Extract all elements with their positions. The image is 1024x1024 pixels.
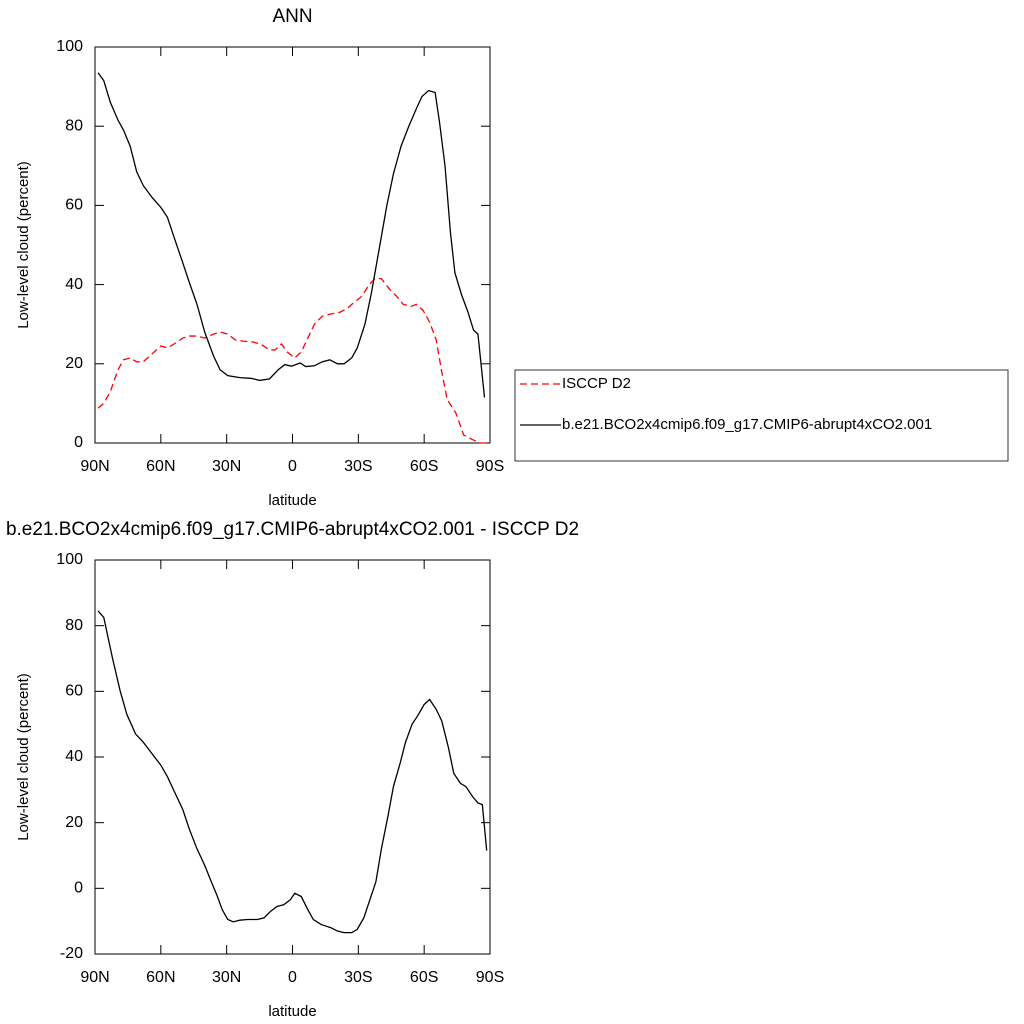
y-tick-label: 60 <box>65 197 83 214</box>
legend-label: b.e21.BCO2x4cmip6.f09_g17.CMIP6-abrupt4x… <box>562 416 932 433</box>
chart-title: b.e21.BCO2x4cmip6.f09_g17.CMIP6-abrupt4x… <box>6 519 579 540</box>
y-tick-label: 0 <box>74 434 83 451</box>
y-tick-label: 60 <box>65 683 83 700</box>
plot-frame <box>94 46 491 444</box>
y-tick-label: 40 <box>65 276 83 293</box>
y-tick-label: 20 <box>65 814 83 831</box>
x-tick-label: 60N <box>146 969 175 986</box>
y-tick-label: 0 <box>74 880 83 897</box>
y-tick-label: 20 <box>65 355 83 372</box>
plot-frame <box>94 559 491 955</box>
y-axis-label: Low-level cloud (percent) <box>15 673 32 841</box>
y-tick-label: -20 <box>60 945 83 962</box>
x-tick-label: 90S <box>476 458 504 475</box>
data-line <box>97 72 486 398</box>
y-axis-label: Low-level cloud (percent) <box>15 161 32 329</box>
x-tick-label: 90N <box>80 969 109 986</box>
chart-title: ANN <box>272 6 312 27</box>
x-tick-label: 0 <box>288 458 297 475</box>
y-tick-label: 40 <box>65 748 83 765</box>
data-line <box>97 610 488 934</box>
y-tick-label: 100 <box>56 551 83 568</box>
y-tick-label: 80 <box>65 117 83 134</box>
x-tick-label: 90S <box>476 969 504 986</box>
data-line <box>97 278 487 444</box>
y-tick-label: 100 <box>56 38 83 55</box>
x-tick-label: 30S <box>344 458 372 475</box>
y-tick-label: 80 <box>65 617 83 634</box>
x-tick-label: 60S <box>410 458 438 475</box>
legend-box <box>514 369 1009 462</box>
x-axis-label: latitude <box>268 1003 316 1020</box>
x-axis-label: latitude <box>268 492 316 509</box>
x-tick-label: 30N <box>212 458 241 475</box>
x-tick-label: 0 <box>288 969 297 986</box>
x-tick-label: 60N <box>146 458 175 475</box>
x-tick-label: 30S <box>344 969 372 986</box>
x-tick-label: 60S <box>410 969 438 986</box>
legend-label: ISCCP D2 <box>562 375 631 392</box>
x-tick-label: 30N <box>212 969 241 986</box>
x-tick-label: 90N <box>80 458 109 475</box>
